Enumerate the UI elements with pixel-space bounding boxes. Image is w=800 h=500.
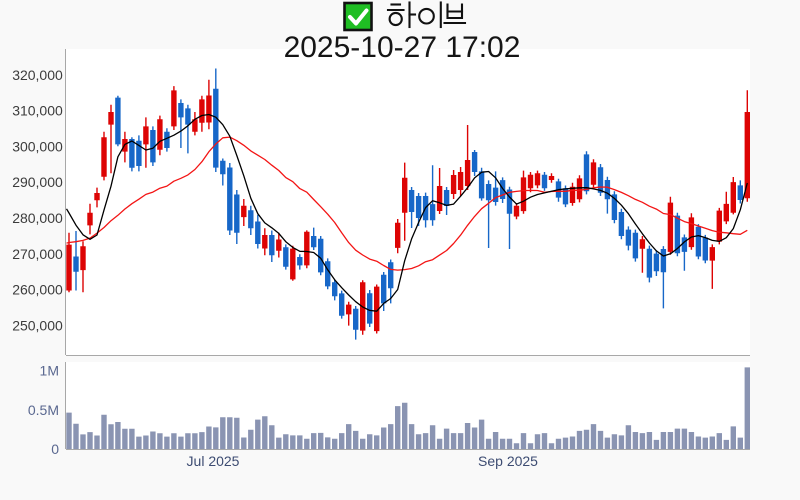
svg-text:0.5M: 0.5M (28, 402, 59, 418)
svg-text:300,000: 300,000 (12, 139, 63, 155)
svg-text:290,000: 290,000 (12, 174, 63, 190)
svg-text:270,000: 270,000 (12, 246, 63, 262)
svg-text:0: 0 (51, 441, 59, 457)
svg-text:Sep 2025: Sep 2025 (478, 453, 538, 469)
svg-text:Jul 2025: Jul 2025 (187, 453, 240, 469)
svg-text:310,000: 310,000 (12, 103, 63, 119)
svg-text:2025-10-27 17:02: 2025-10-27 17:02 (284, 31, 521, 64)
svg-text:250,000: 250,000 (12, 317, 63, 333)
svg-text:1M: 1M (40, 363, 59, 379)
svg-text:320,000: 320,000 (12, 67, 63, 83)
svg-text:280,000: 280,000 (12, 210, 63, 226)
svg-text:260,000: 260,000 (12, 282, 63, 298)
